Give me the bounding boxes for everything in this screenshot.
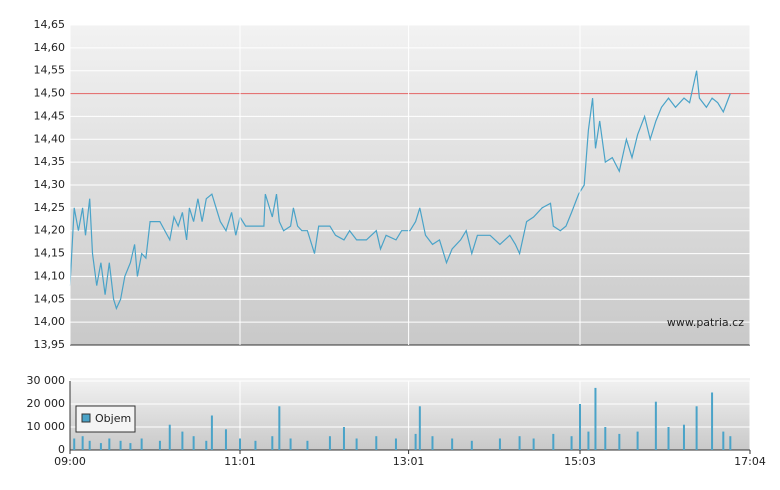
volume-bar (414, 433, 417, 450)
y-tick-label: 14,65 (34, 18, 66, 31)
x-tick-label: 17:04 (734, 455, 766, 468)
volume-bar (224, 429, 227, 450)
volume-bar (108, 438, 111, 450)
volume-bar (394, 438, 397, 450)
legend-swatch (81, 413, 91, 423)
y-tick-label: 14,00 (34, 315, 66, 328)
volume-bar (254, 440, 257, 450)
y-tick-label: 14,50 (34, 87, 66, 100)
volume-bar (375, 436, 378, 450)
volume-bar (119, 440, 122, 450)
volume-bar (636, 431, 639, 450)
volume-bar (654, 401, 657, 450)
volume-bar (604, 427, 607, 450)
volume-bar (451, 438, 454, 450)
y-tick-label: 14,05 (34, 292, 66, 305)
volume-bar (682, 424, 685, 450)
y-tick-label: 14,40 (34, 132, 66, 145)
volume-bar (278, 406, 281, 450)
volume-bar (88, 440, 91, 450)
volume-panel (70, 378, 750, 450)
volume-bar (168, 424, 171, 450)
y-tick-label: 14,10 (34, 269, 66, 282)
volume-bar (722, 431, 725, 450)
volume-bar (342, 427, 345, 450)
volume-bar (205, 440, 208, 450)
volume-bar (579, 404, 581, 450)
y-tick-label: 13,95 (34, 338, 66, 351)
volume-bar (355, 438, 358, 450)
volume-bar (667, 427, 670, 450)
volume-bar (210, 415, 213, 450)
volume-bar (129, 443, 132, 450)
volume-bar (181, 431, 184, 450)
y-tick-label: 14,60 (34, 41, 66, 54)
volume-bar (99, 443, 102, 450)
volume-bar (239, 438, 241, 450)
volume-bar (470, 440, 473, 450)
volume-bar (140, 438, 143, 450)
volume-bar (431, 436, 434, 450)
volume-bar (711, 392, 714, 450)
y-tick-label: 10 000 (27, 420, 66, 433)
volume-bar (552, 433, 555, 450)
y-tick-label: 0 (58, 443, 65, 456)
volume-bar (81, 436, 84, 450)
x-tick-label: 11:01 (224, 455, 256, 468)
x-tick-label: 13:01 (393, 455, 425, 468)
y-tick-label: 14,20 (34, 224, 66, 237)
y-tick-label: 20 000 (27, 397, 66, 410)
volume-bar (158, 440, 161, 450)
y-tick-label: 14,25 (34, 201, 66, 214)
volume-bar (306, 440, 309, 450)
y-tick-label: 14,30 (34, 178, 66, 191)
volume-bar (271, 436, 274, 450)
x-tick-label: 09:00 (54, 455, 86, 468)
volume-bar (289, 438, 292, 450)
y-tick-label: 14,55 (34, 64, 66, 77)
x-tick-label: 15:03 (564, 455, 596, 468)
y-tick-label: 30 000 (27, 374, 66, 387)
watermark: www.patria.cz (667, 316, 744, 329)
y-tick-label: 14,45 (34, 109, 66, 122)
y-tick-label: 14,35 (34, 155, 66, 168)
price-line (69, 70, 731, 311)
volume-bar (328, 436, 331, 450)
volume-bar (618, 433, 621, 450)
volume-bar (73, 438, 76, 450)
legend-label: Objem (95, 412, 131, 425)
volume-bar (192, 436, 195, 450)
volume-bar (498, 438, 501, 450)
volume-bar (695, 406, 698, 450)
volume-bar (729, 436, 732, 450)
volume-bar (570, 436, 573, 450)
volume-bar (594, 387, 597, 450)
volume-bar (532, 438, 535, 450)
volume-bar (518, 436, 521, 450)
y-tick-label: 14,15 (34, 247, 66, 260)
volume-bar (587, 431, 590, 450)
volume-bar (418, 406, 421, 450)
